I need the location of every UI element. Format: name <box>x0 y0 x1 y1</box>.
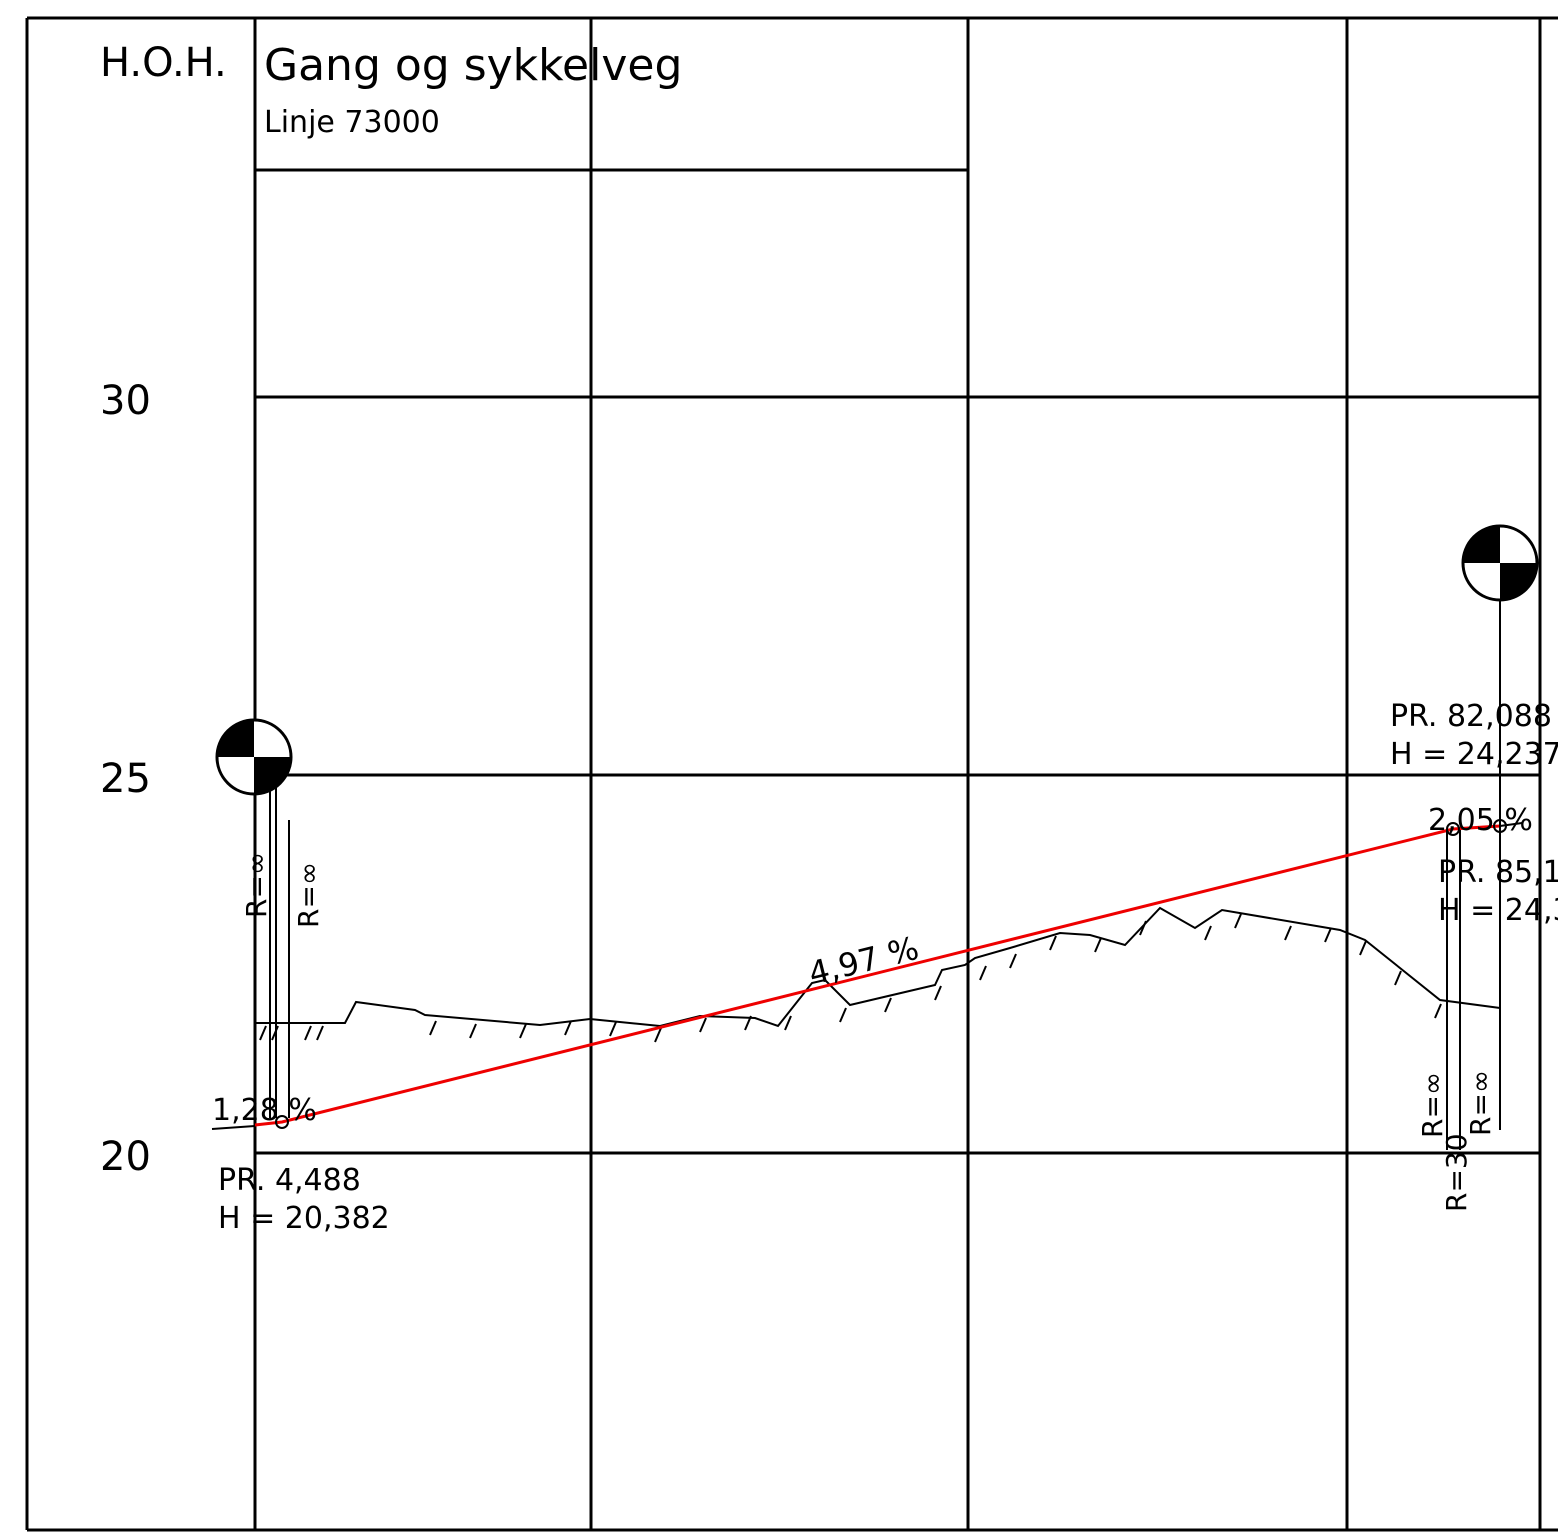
grade-label: 4,97 % <box>805 929 923 993</box>
height-label: H = 24,3 <box>1438 893 1558 928</box>
benchmark <box>215 718 293 796</box>
radius-label: R=∞ <box>292 862 325 928</box>
grade-label: 1,28 % <box>212 1093 317 1128</box>
height-label: H = 20,382 <box>218 1201 390 1236</box>
title: Gang og sykkelveg <box>264 40 682 91</box>
elevation-label: 30 <box>100 378 151 424</box>
design-grade-line <box>254 824 1501 1127</box>
radius-label: R=30 <box>1440 1133 1473 1212</box>
terrain <box>255 906 1501 1028</box>
elevation-label: 25 <box>100 756 151 802</box>
axis-label: H.O.H. <box>100 40 227 86</box>
radius-label: R=∞ <box>1416 1072 1449 1138</box>
radius-label: R=∞ <box>240 852 273 918</box>
tangent <box>1499 822 1523 827</box>
tangent <box>211 1125 256 1130</box>
radius-label: R=∞ <box>1464 1070 1497 1136</box>
vertex <box>275 1115 289 1129</box>
station-label: PR. 82,088 <box>1390 699 1552 734</box>
height-label: H = 24,237 <box>1390 737 1558 772</box>
frame <box>25 16 1558 1532</box>
vertex <box>1446 822 1460 836</box>
terrain-hatch <box>259 913 1442 1043</box>
benchmark <box>1461 524 1539 602</box>
station-label: PR. 4,488 <box>218 1163 361 1198</box>
subtitle: Linje 73000 <box>264 105 440 140</box>
curve-markers <box>269 600 1501 1150</box>
grade-label: 2,05 % <box>1428 803 1533 838</box>
station-label: PR. 85,1 <box>1438 855 1558 890</box>
elevation-label: 20 <box>100 1134 151 1180</box>
